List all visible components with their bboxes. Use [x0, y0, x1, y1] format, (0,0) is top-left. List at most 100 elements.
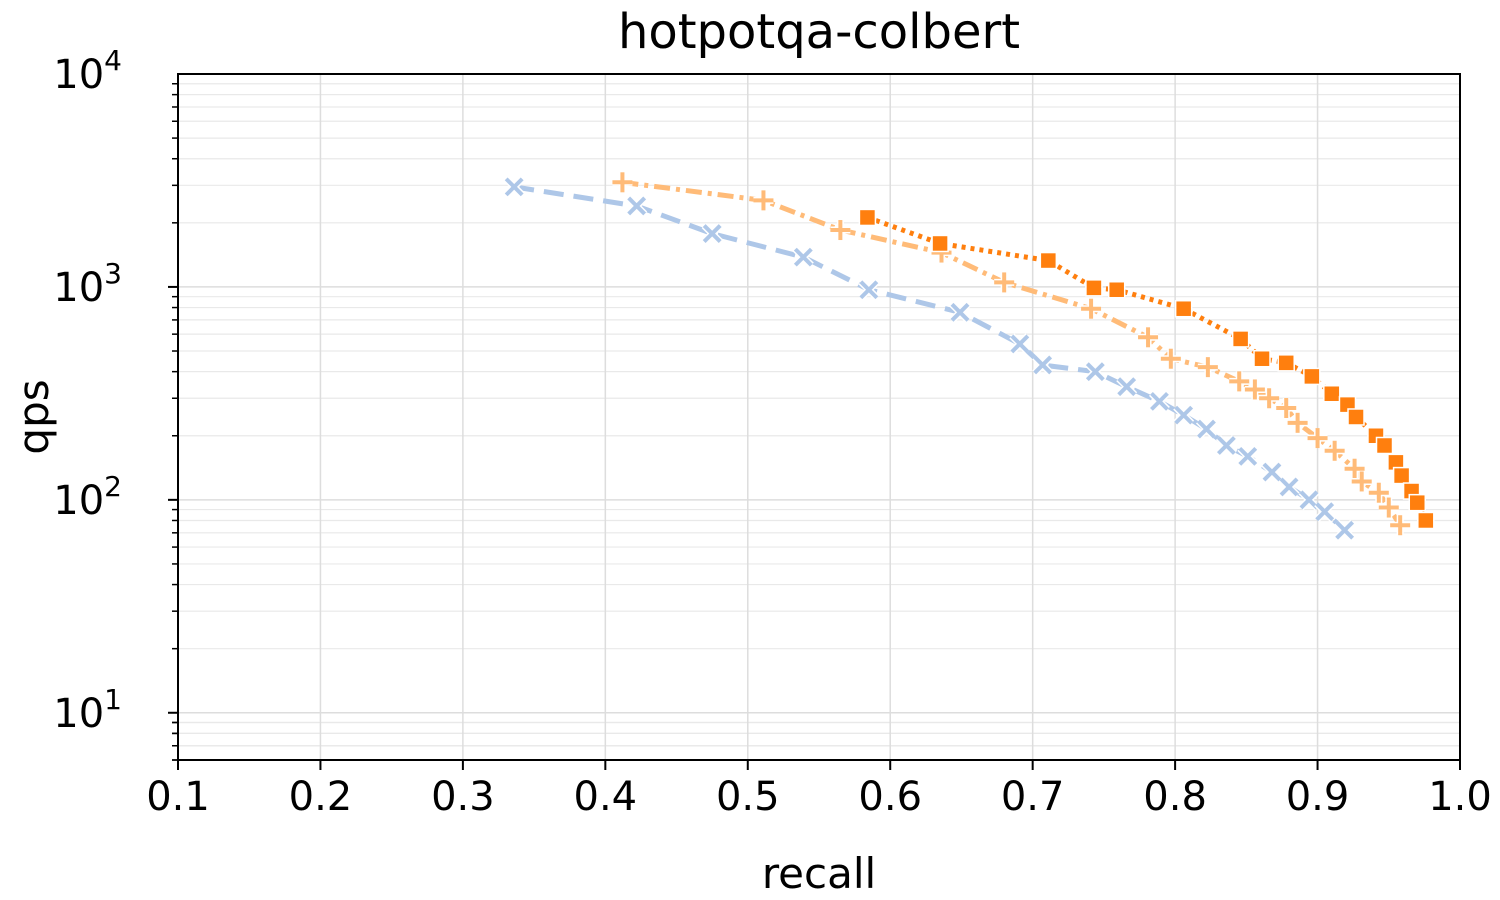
data-point-plus: [1287, 412, 1308, 433]
data-point-plus: [1259, 388, 1280, 409]
data-point-square: [1085, 279, 1103, 297]
data-point-x-b: [504, 177, 524, 197]
x-tick-label: 0.8: [1143, 774, 1207, 820]
data-point-x-b: [1335, 520, 1355, 540]
data-point-x: [1314, 501, 1336, 523]
data-point-plus: [1276, 397, 1297, 418]
data-point-x: [1032, 354, 1054, 376]
x-tick-label: 0.5: [716, 774, 780, 820]
data-point-x-b: [1033, 355, 1053, 375]
data-point-x: [1334, 519, 1356, 541]
data-point-plus: [1344, 458, 1365, 479]
x-tick-label: 0.2: [289, 774, 353, 820]
data-point-plus: [1197, 357, 1218, 378]
y-tick-label: 101: [53, 683, 122, 737]
data-point-plus: [1351, 471, 1372, 492]
data-point-plus: [830, 220, 851, 241]
y-axis-label: qps: [9, 379, 58, 454]
data-point-x: [1261, 461, 1283, 483]
data-point-square: [1277, 354, 1295, 372]
data-point-plus: [1368, 482, 1389, 503]
chart-title: hotpotqa-colbert: [618, 4, 1020, 60]
y-tick-label: 102: [53, 470, 122, 524]
series-layer: [503, 172, 1435, 541]
data-point-x: [949, 301, 971, 323]
data-point-x-b: [1238, 446, 1258, 466]
x-axis-label: recall: [762, 849, 876, 898]
data-point-x: [503, 176, 525, 198]
data-point-x-b: [627, 196, 647, 216]
data-point-square: [1347, 408, 1365, 426]
data-point-plus: [1244, 379, 1265, 400]
data-point-square: [1107, 280, 1126, 299]
x-tick-label: 0.6: [858, 774, 922, 820]
x-tick-label: 0.9: [1286, 774, 1350, 820]
data-point-square: [858, 208, 877, 227]
data-point-plus: [1229, 371, 1250, 392]
data-point-x: [701, 223, 723, 245]
data-point-x-b: [1085, 362, 1105, 382]
data-point-x: [1116, 376, 1138, 398]
data-point-square: [1231, 330, 1250, 348]
plot-frame: [177, 73, 1461, 761]
data-point-x-b: [1150, 391, 1169, 411]
data-point-x: [1195, 418, 1217, 440]
grid: [177, 74, 1461, 761]
x-tick-label: 0.4: [574, 774, 638, 820]
data-point-x: [626, 195, 648, 217]
data-point-plus: [1307, 428, 1328, 449]
data-point-x-b: [859, 280, 879, 300]
data-point-x: [1278, 476, 1300, 498]
data-point-square: [1303, 367, 1321, 386]
data-point-square: [1323, 384, 1341, 403]
data-point-square: [1375, 436, 1394, 455]
data-point-plus: [1138, 327, 1159, 348]
y-tick-label: 103: [53, 257, 122, 311]
data-point-x-b: [1117, 377, 1137, 397]
data-point-plus: [753, 190, 774, 211]
data-point-x-b: [950, 302, 970, 322]
data-point-plus: [994, 272, 1015, 293]
series-square: [858, 208, 1435, 530]
data-point-square: [1392, 466, 1411, 485]
x-tick-label: 1.0: [1428, 774, 1492, 820]
data-point-x-b: [1315, 502, 1335, 522]
data-point-x: [1173, 404, 1195, 426]
data-point-x-b: [1299, 490, 1319, 510]
data-point-square: [1253, 349, 1271, 368]
data-point-plus: [1378, 497, 1399, 518]
data-point-plus: [612, 172, 633, 193]
data-point-x: [792, 246, 814, 268]
data-point-x: [1084, 361, 1106, 383]
data-point-x: [858, 279, 880, 301]
axes: 0.1 0.2 0.3 0.4 0.5 0.6 0.7 0.8 0.9 1.0 101 102 103 1…: [53, 44, 1492, 820]
data-point-x-b: [1262, 462, 1282, 482]
data-point-square: [1408, 493, 1427, 512]
data-point-x: [1298, 489, 1320, 511]
data-point-square: [1417, 511, 1435, 530]
x-tick-label: 0.1: [146, 774, 210, 820]
data-point-x: [1009, 333, 1031, 355]
data-point-plus: [1081, 298, 1102, 319]
x-tick-label: 0.7: [1001, 774, 1065, 820]
data-point-x-b: [1010, 334, 1030, 354]
data-point-x-b: [1197, 419, 1216, 439]
data-point-x: [1148, 390, 1170, 412]
data-point-x-b: [1174, 405, 1194, 425]
series-plus: [612, 172, 1411, 536]
data-point-square: [1039, 251, 1058, 270]
data-point-plus: [1324, 440, 1345, 461]
x-tick-label: 0.3: [431, 774, 495, 820]
data-point-plus: [1390, 515, 1411, 536]
data-point-plus: [1160, 348, 1181, 369]
data-point-x: [1237, 445, 1259, 467]
data-point-x: [1215, 435, 1237, 456]
series-x: [503, 176, 1356, 541]
data-point-x-b: [1216, 436, 1236, 455]
data-point-x-b: [702, 224, 722, 244]
data-point-square: [1174, 299, 1193, 318]
data-point-x-b: [1279, 477, 1299, 497]
data-point-square: [931, 234, 949, 253]
